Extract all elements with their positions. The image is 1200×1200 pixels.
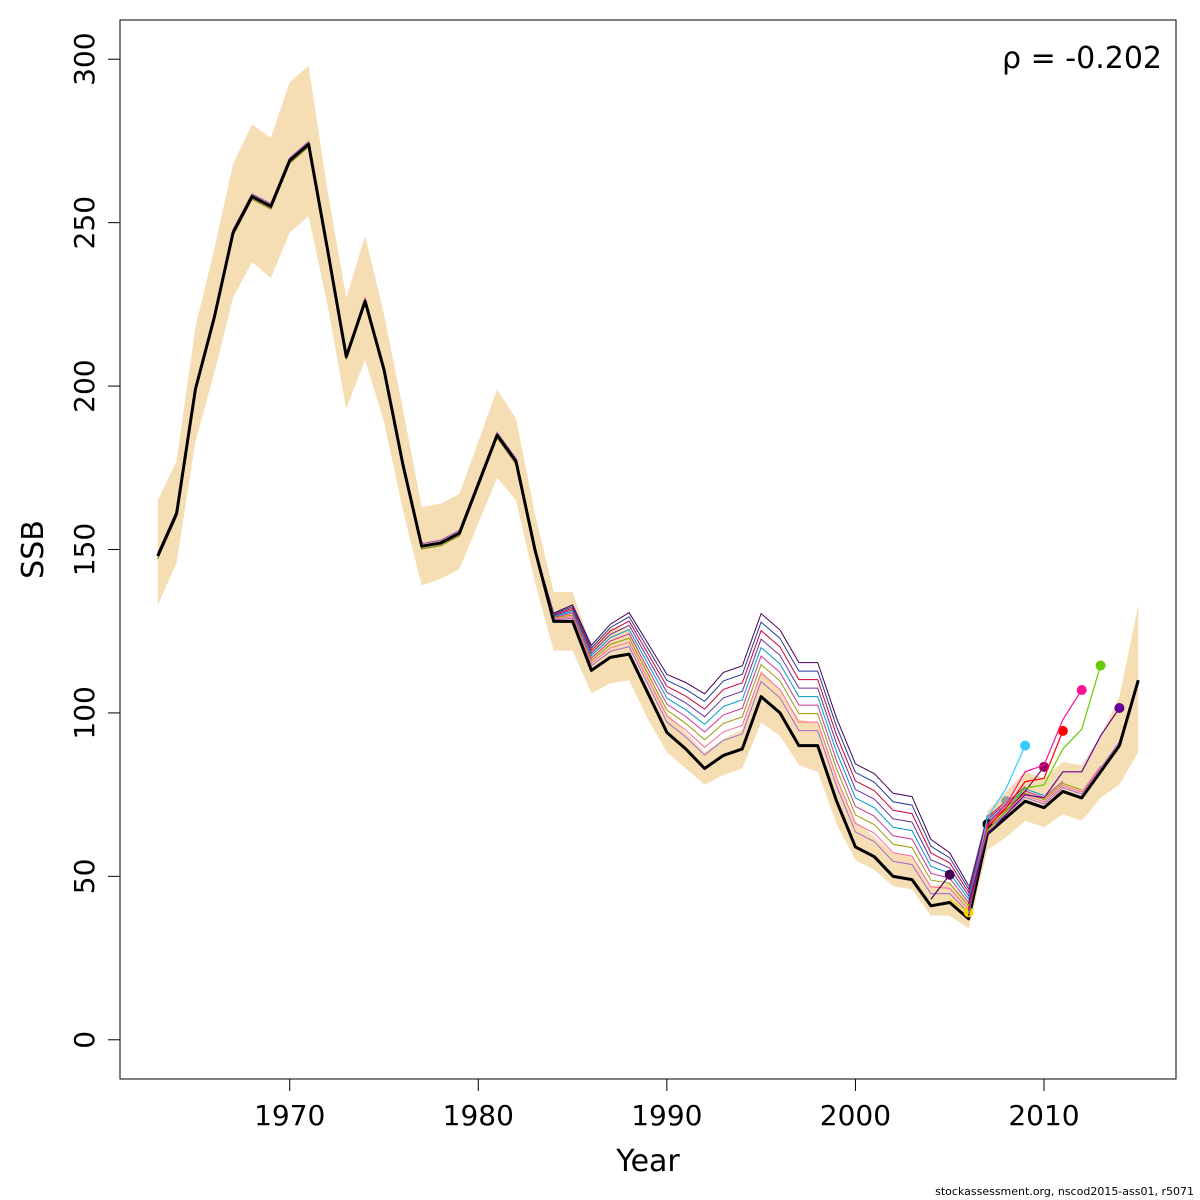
retro-peel-endpoint [1095, 660, 1106, 671]
y-tick-label: 150 [68, 523, 101, 576]
y-tick-label: 300 [68, 32, 101, 85]
rho-annotation: ρ = -0.202 [1002, 41, 1162, 76]
y-axis-title: SSB [16, 520, 51, 579]
retro-peel-endpoint [1057, 725, 1068, 736]
retro-peel-endpoint [944, 869, 955, 880]
retro-peel-line [968, 707, 1120, 905]
retro-peel-line [968, 665, 1102, 906]
y-tick-label: 100 [68, 686, 101, 739]
retro-peel-line [930, 874, 951, 900]
y-tick-label: 0 [68, 1031, 101, 1049]
x-tick-label: 1980 [443, 1099, 514, 1132]
ssb-main-line-layer [156, 142, 1140, 921]
retro-peel-endpoint [1039, 761, 1049, 772]
ssb-line [156, 142, 1140, 921]
confidence-band [157, 65, 1139, 929]
x-tick-label: 2000 [820, 1099, 891, 1132]
retrospective-peel-layer [930, 660, 1125, 918]
x-tick-label: 1970 [254, 1099, 325, 1132]
retro-peel-endpoint [1114, 703, 1125, 714]
x-tick-label: 1990 [631, 1099, 702, 1132]
retro-peel-endpoint [1076, 685, 1087, 696]
x-axis: 1970 1980 1990 2000 2010 [254, 1079, 1080, 1132]
x-axis-title: Year [615, 1144, 680, 1179]
footer-credit: stockassessment.org, nscod2015-ass01, r5… [935, 1185, 1194, 1198]
retro-peel-line [968, 689, 1083, 908]
y-tick-label: 200 [68, 359, 101, 412]
confidence-band-layer [157, 65, 1139, 929]
y-tick-label: 250 [68, 196, 101, 249]
y-axis: 0 50 100 150 200 250 300 [68, 32, 120, 1049]
x-tick-label: 2010 [1008, 1099, 1079, 1132]
retro-peel-endpoint [1020, 740, 1031, 751]
y-tick-label: 50 [68, 859, 101, 895]
